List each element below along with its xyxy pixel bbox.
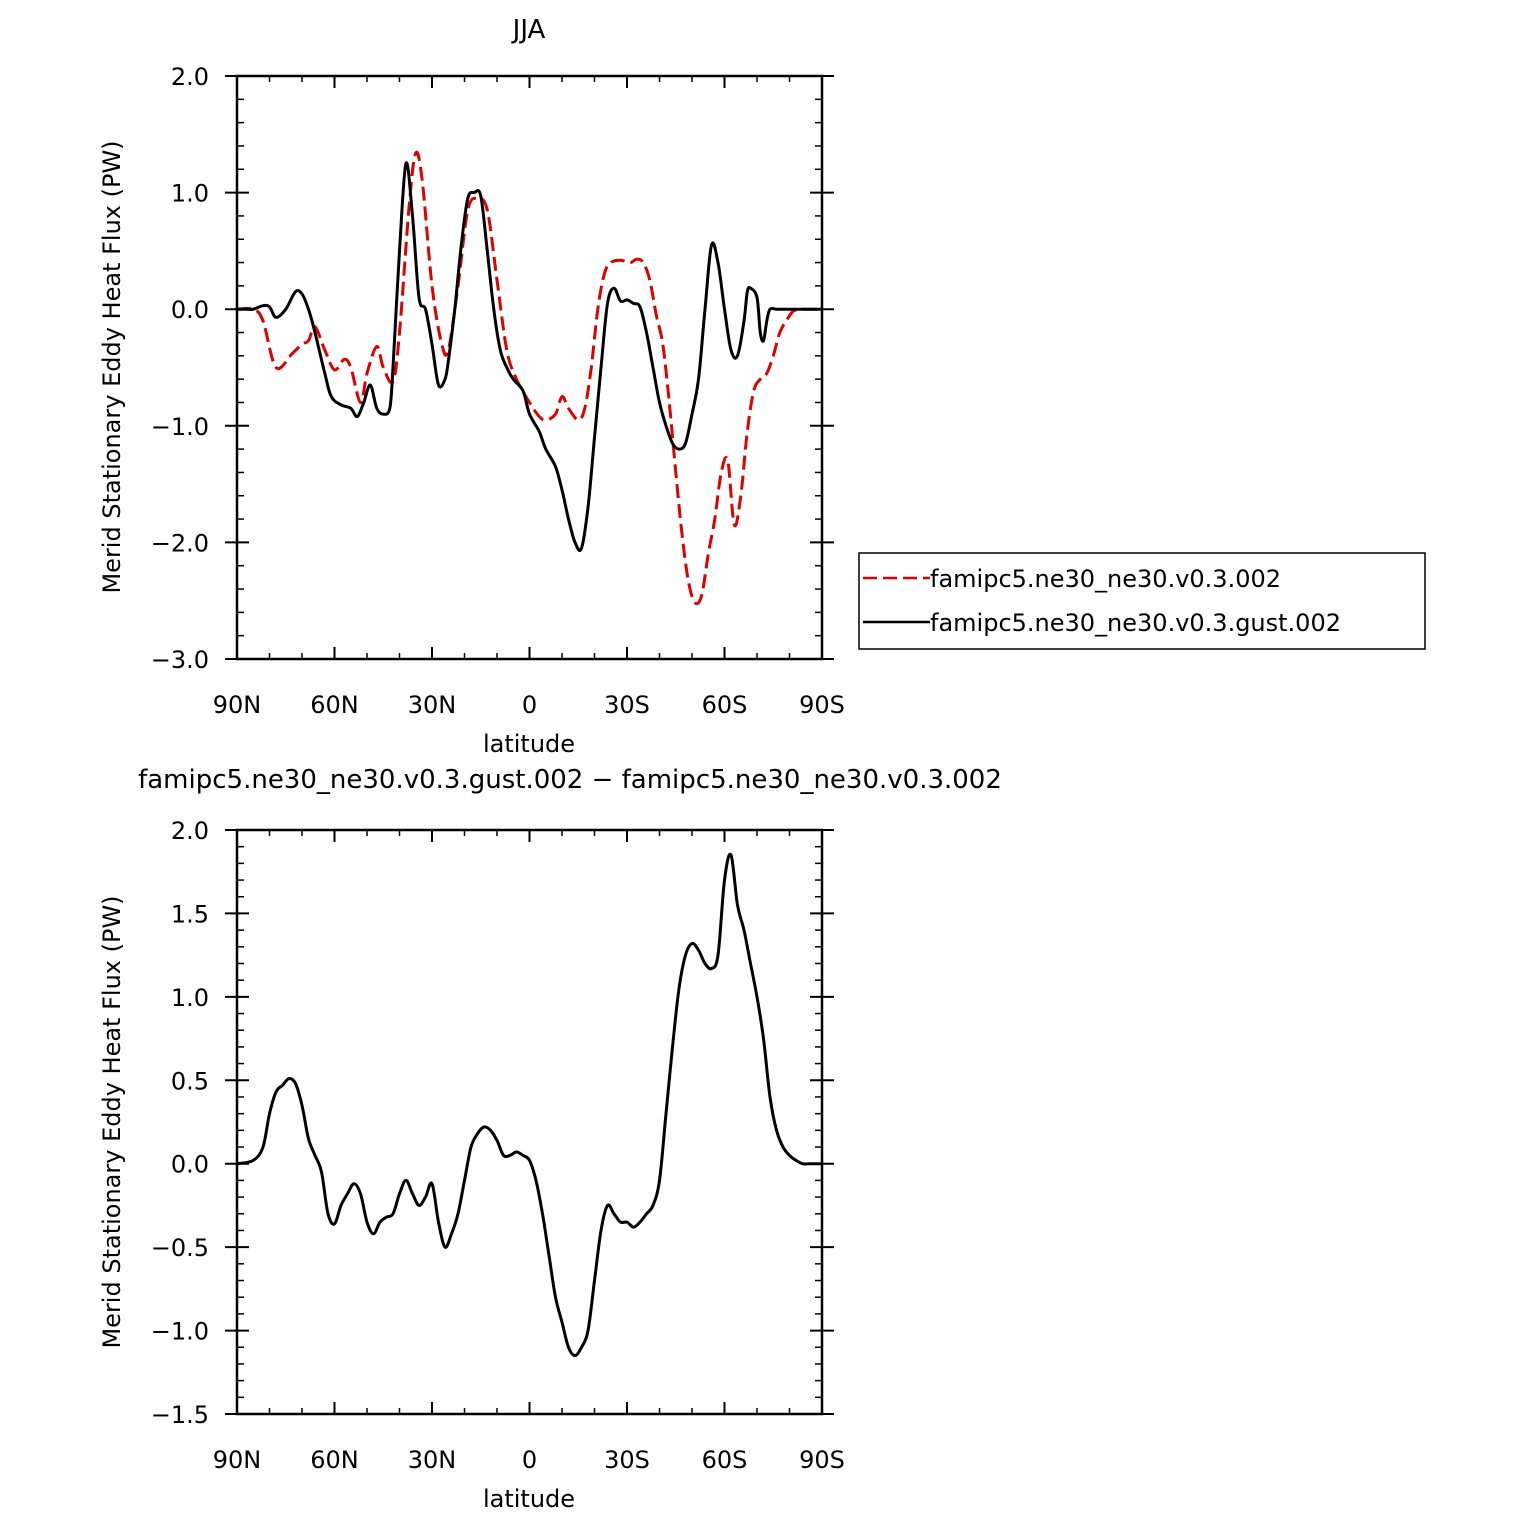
y-tick-label: −0.5 [151,1234,209,1262]
legend: famipc5.ne30_ne30.v0.3.002 famipc5.ne30_… [858,552,1426,650]
top-series-lines [236,150,822,606]
top-axis-ticks [225,75,834,660]
x-tick-label: 90N [213,691,262,719]
legend-box [858,552,1426,650]
bottom-x-axis-label: latitude [483,1485,575,1513]
x-tick-label: 60N [310,1446,359,1474]
legend-label-gust: famipc5.ne30_ne30.v0.3.gust.002 [930,609,1341,637]
x-tick-label: 30N [408,1446,457,1474]
x-tick-label: 0 [522,691,537,719]
y-tick-label: 2.0 [171,63,209,91]
x-tick-label: 30S [604,691,650,719]
y-tick-label: 2.0 [171,817,209,845]
bottom-panel-title: famipc5.ne30_ne30.v0.3.gust.002 − famipc… [138,765,1002,795]
bottom-y-axis-label: Merid Stationary Eddy Heat Flux (PW) [98,895,126,1348]
y-tick-label: 1.0 [171,984,209,1012]
y-tick-label: 0.5 [171,1067,209,1095]
y-tick-label: 1.5 [171,900,209,928]
x-tick-label: 30N [408,691,457,719]
bottom-axis-ticks [225,829,834,1415]
bottom-panel: famipc5.ne30_ne30.v0.3.gust.002 − famipc… [98,765,1002,1513]
y-tick-label: −1.0 [151,413,209,441]
y-tick-label: −1.5 [151,1401,209,1429]
y-tick-label: −3.0 [151,646,209,674]
x-tick-label: 90S [799,691,845,719]
bottom-plot-frame [235,828,824,1416]
x-tick-label: 90N [213,1446,262,1474]
series-line-0 [236,852,822,1358]
bottom-series-lines [236,852,822,1358]
legend-label-control: famipc5.ne30_ne30.v0.3.002 [930,565,1281,593]
top-x-axis-label: latitude [483,730,575,758]
x-tick-label: 0 [522,1446,537,1474]
bottom-y-tick-labels: 2.0 1.5 1.0 0.5 0.0 −0.5 −1.0 −1.5 [151,817,209,1429]
y-tick-label: 1.0 [171,180,209,208]
y-tick-label: 0.0 [171,296,209,324]
x-tick-label: 60S [702,691,748,719]
y-tick-label: −1.0 [151,1318,209,1346]
y-tick-label: 0.0 [171,1151,209,1179]
x-tick-label: 30S [604,1446,650,1474]
series-line-1 [237,161,822,552]
top-y-tick-labels: 2.0 1.0 0.0 −1.0 −2.0 −3.0 [151,63,209,674]
top-panel: JJA 90N 60N 30N 0 30S 60S 90S 2.0 1.0 0.0 −1.0 −2.… [98,15,1426,758]
x-tick-label: 90S [799,1446,845,1474]
bottom-x-tick-labels: 90N 60N 30N 0 30S 60S 90S [213,1446,845,1474]
top-y-axis-label: Merid Stationary Eddy Heat Flux (PW) [98,140,126,593]
x-tick-label: 60S [702,1446,748,1474]
top-x-tick-labels: 90N 60N 30N 0 30S 60S 90S [213,691,845,719]
top-panel-title: JJA [511,15,546,45]
x-tick-label: 60N [310,691,359,719]
series-line-0 [236,150,822,606]
y-tick-label: −2.0 [151,529,209,557]
